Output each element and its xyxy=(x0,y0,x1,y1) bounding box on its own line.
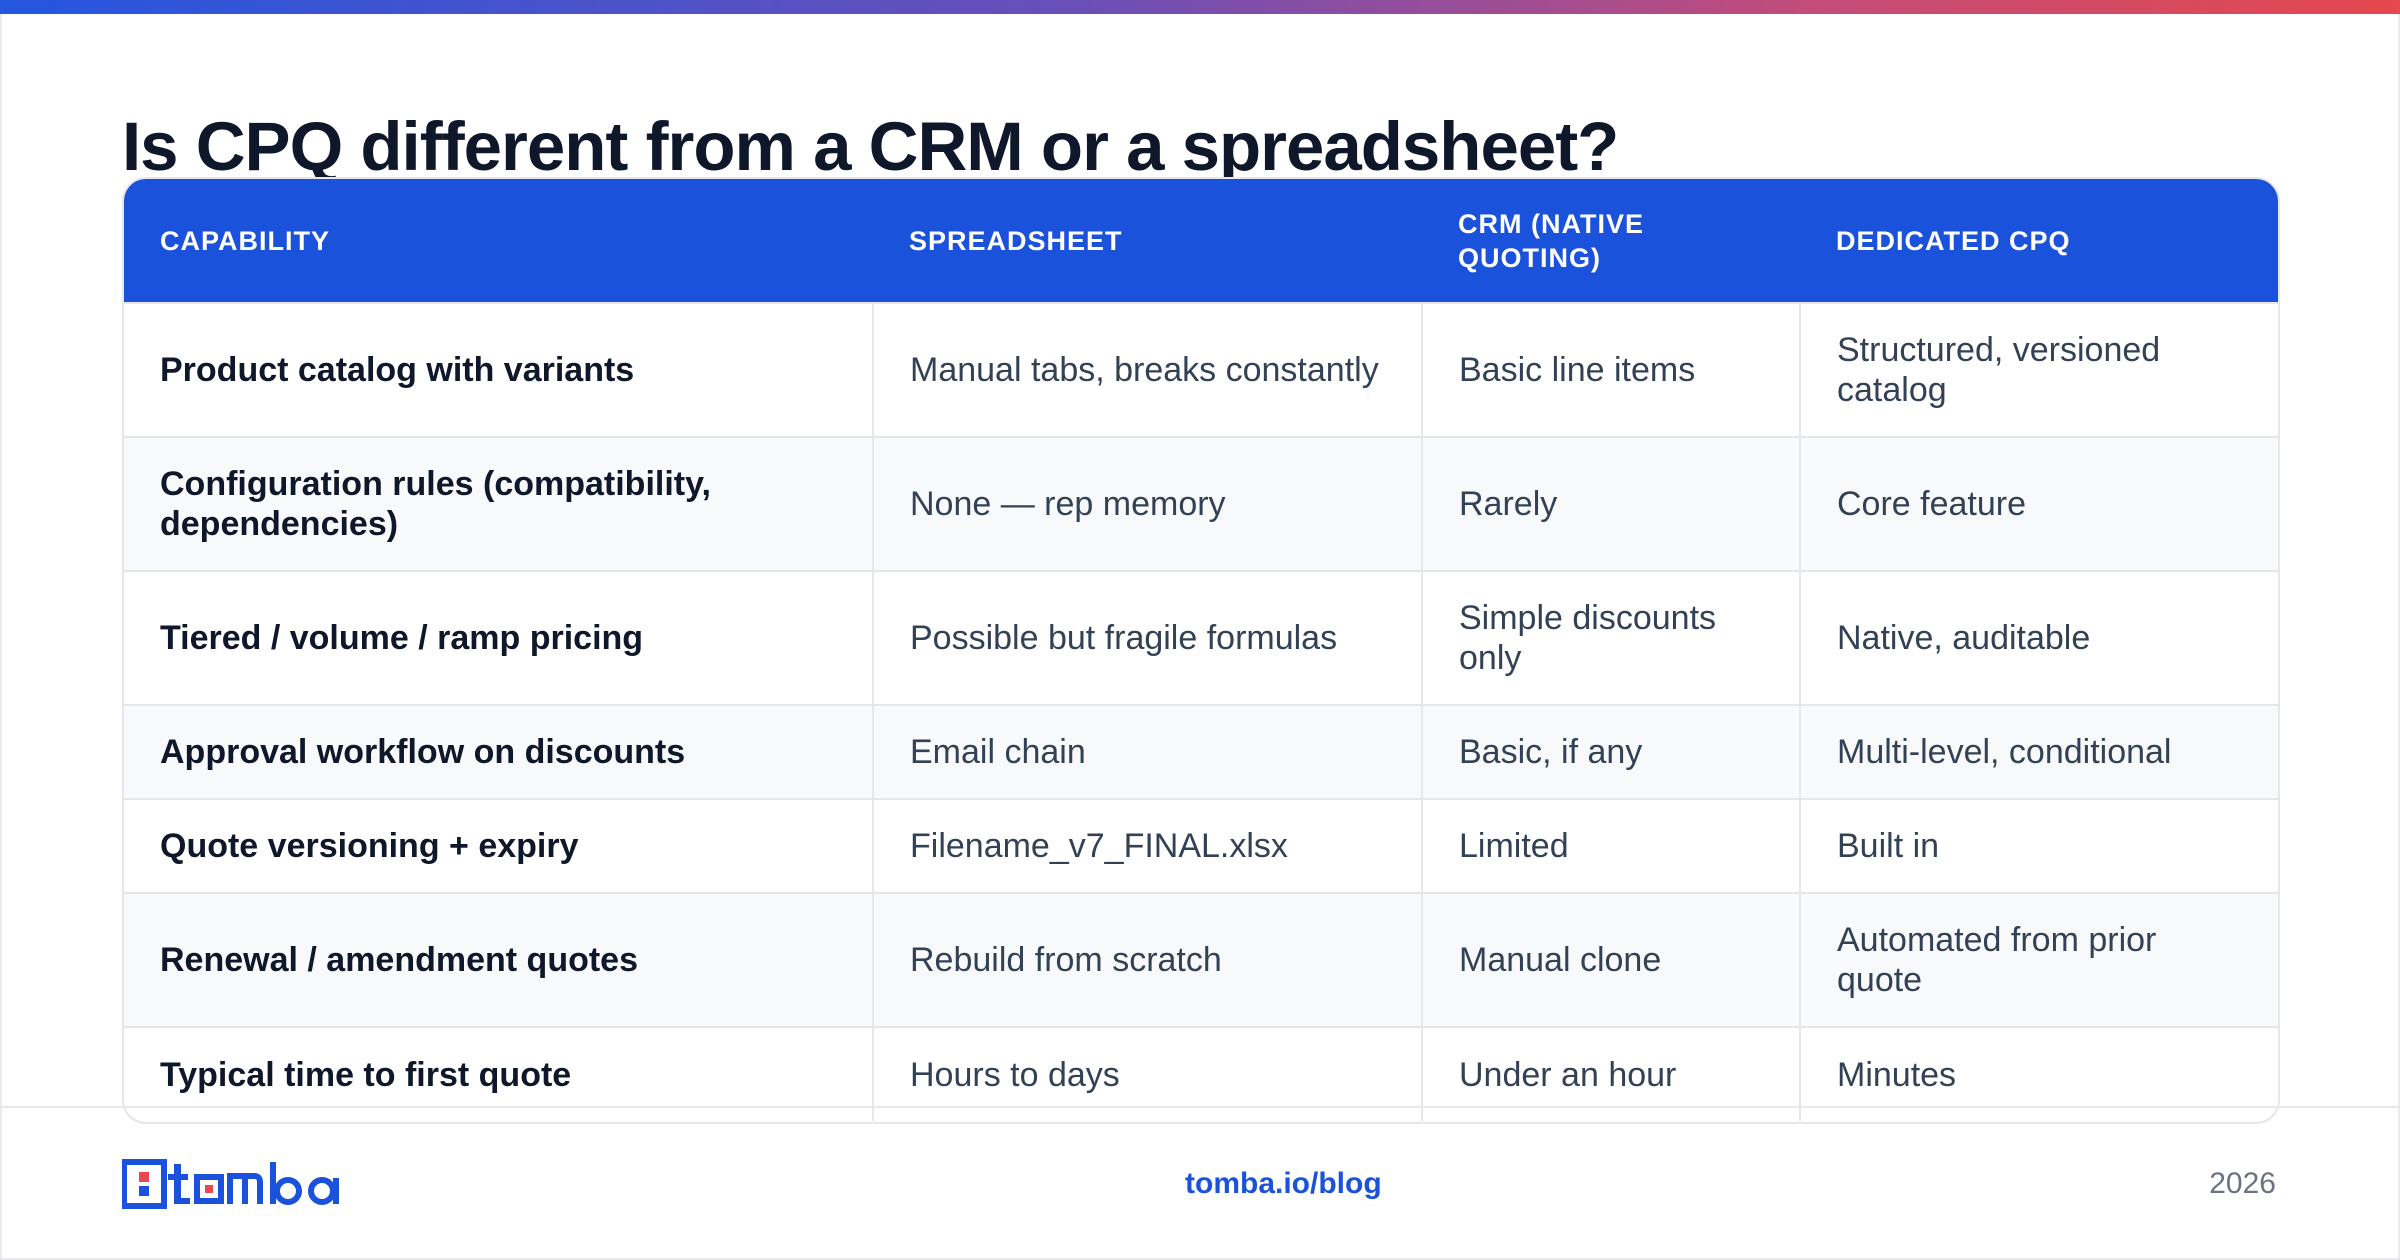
cpq-cell: Automated from prior quote xyxy=(1799,892,2278,1027)
table-header: CAPABILITY SPREADSHEET CRM (NATIVE QUOTI… xyxy=(124,179,2278,303)
capability-cell: Typical time to first quote xyxy=(124,1026,873,1121)
column-header-capability: CAPABILITY xyxy=(124,179,873,303)
crm-cell: Basic, if any xyxy=(1421,704,1800,799)
cpq-cell: Core feature xyxy=(1799,436,2278,571)
spreadsheet-cell: Rebuild from scratch xyxy=(872,892,1422,1027)
capability-cell: Renewal / amendment quotes xyxy=(124,892,873,1027)
capability-cell: Configuration rules (compatibility, depe… xyxy=(124,436,873,571)
column-header-crm: CRM (NATIVE QUOTING) xyxy=(1422,179,1800,303)
cpq-cell: Native, auditable xyxy=(1799,570,2278,705)
table-row: Typical time to first quote Hours to day… xyxy=(124,1026,2278,1121)
column-header-spreadsheet: SPREADSHEET xyxy=(873,179,1422,303)
blog-link[interactable]: tomba.io/blog xyxy=(1185,1167,1382,1200)
spreadsheet-cell: Hours to days xyxy=(872,1026,1422,1121)
cpq-cell: Built in xyxy=(1799,798,2278,893)
capability-cell: Quote versioning + expiry xyxy=(124,798,873,893)
column-header-dedicated-cpq: DEDICATED CPQ xyxy=(1800,179,2278,303)
spreadsheet-cell: Email chain xyxy=(872,704,1422,799)
crm-cell: Rarely xyxy=(1421,436,1800,571)
table-row: Quote versioning + expiry Filename_v7_FI… xyxy=(124,798,2278,893)
footer-divider xyxy=(0,1106,2400,1108)
top-gradient-bar xyxy=(0,0,2400,14)
table-row: Renewal / amendment quotes Rebuild from … xyxy=(124,892,2278,1027)
spreadsheet-cell: Manual tabs, breaks constantly xyxy=(872,302,1422,437)
capability-cell: Approval workflow on discounts xyxy=(124,704,873,799)
cpq-cell: Structured, versioned catalog xyxy=(1799,302,2278,437)
comparison-table: CAPABILITY SPREADSHEET CRM (NATIVE QUOTI… xyxy=(122,177,2280,1124)
table-row: Configuration rules (compatibility, depe… xyxy=(124,436,2278,571)
crm-cell: Basic line items xyxy=(1421,302,1800,437)
table-row: Tiered / volume / ramp pricing Possible … xyxy=(124,570,2278,705)
footer-year: 2026 xyxy=(2209,1167,2276,1200)
cpq-cell: Multi-level, conditional xyxy=(1799,704,2278,799)
spreadsheet-cell: Possible but fragile formulas xyxy=(872,570,1422,705)
spreadsheet-cell: None — rep memory xyxy=(872,436,1422,571)
capability-cell: Tiered / volume / ramp pricing xyxy=(124,570,873,705)
crm-cell: Limited xyxy=(1421,798,1800,893)
page-title: Is CPQ different from a CRM or a spreads… xyxy=(122,108,1619,185)
spreadsheet-cell: Filename_v7_FINAL.xlsx xyxy=(872,798,1422,893)
crm-cell: Manual clone xyxy=(1421,892,1800,1027)
capability-cell: Product catalog with variants xyxy=(124,302,873,437)
crm-cell: Under an hour xyxy=(1421,1026,1800,1121)
table-row: Approval workflow on discounts Email cha… xyxy=(124,704,2278,799)
cpq-cell: Minutes xyxy=(1799,1026,2278,1121)
table-row: Product catalog with variants Manual tab… xyxy=(124,302,2278,437)
crm-cell: Simple discounts only xyxy=(1421,570,1800,705)
tomba-logo: tomba xyxy=(122,1159,339,1209)
